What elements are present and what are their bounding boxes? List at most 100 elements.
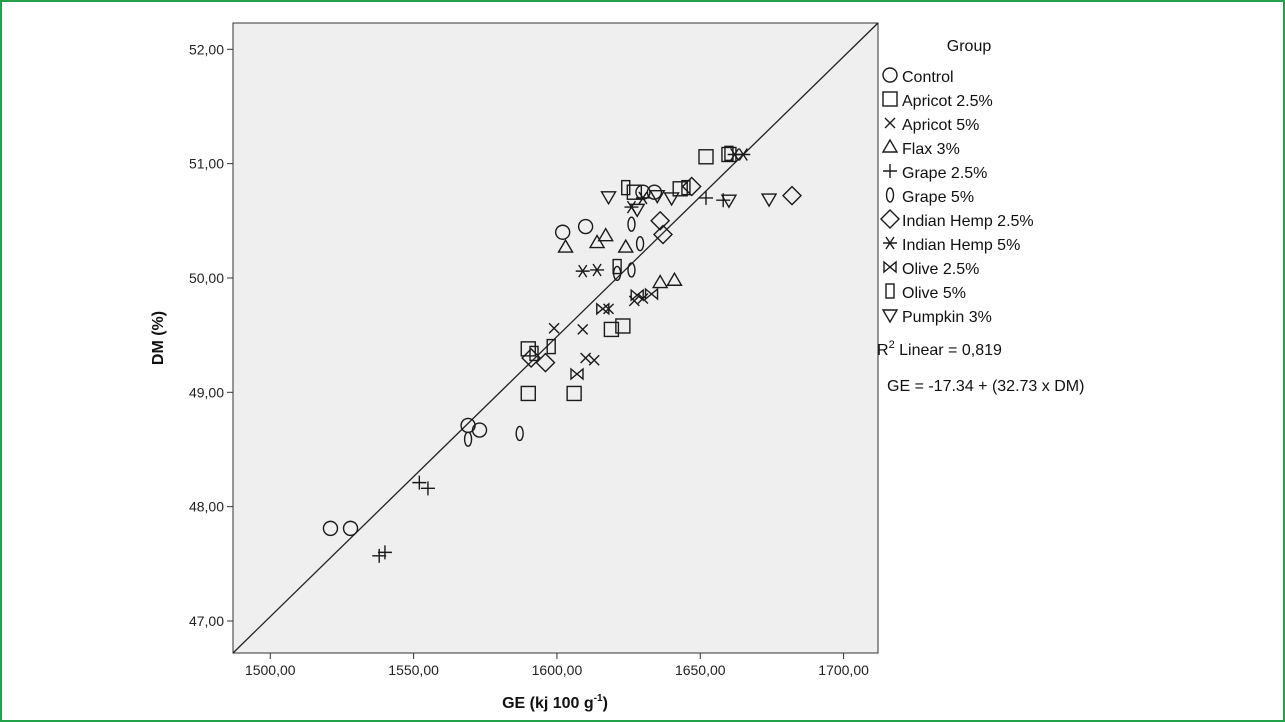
legend-marker: [882, 91, 898, 107]
data-point: [681, 176, 702, 197]
legend-marker: [884, 117, 896, 129]
data-point: [628, 203, 646, 218]
legend-entry-label: Apricot 5%: [902, 117, 979, 134]
data-point: [635, 184, 651, 200]
x-axis: 1500,00 1550,00 1600,00 1650,00 1700,00: [245, 653, 869, 678]
y-tick-label: 47,00: [189, 613, 224, 629]
data-point: [698, 149, 714, 165]
data-point: [724, 145, 734, 162]
data-point: [566, 385, 582, 402]
legend-entry-label: Indian Hemp 2.5%: [902, 213, 1034, 230]
data-point: [672, 181, 688, 197]
data-point: [617, 238, 634, 253]
data-point: [580, 352, 592, 364]
r-squared-label: R2 Linear = 0,819: [877, 339, 1002, 359]
legend-entry-label: Olive 5%: [902, 285, 966, 302]
legend-marker: [881, 138, 899, 153]
data-point: [520, 341, 536, 357]
y-tick-label: 48,00: [189, 499, 224, 515]
data-point: [577, 218, 594, 235]
data-point: [548, 322, 560, 334]
y-tick-label: 52,00: [189, 41, 224, 57]
data-point: [615, 318, 631, 334]
legend-marker: [885, 187, 895, 203]
y-tick-label: 50,00: [189, 270, 224, 286]
y-tick-label: 49,00: [189, 384, 224, 400]
legend-marker: [883, 260, 897, 274]
legend-marker: [883, 164, 897, 178]
x-tick-label: 1500,00: [245, 662, 296, 678]
data-point: [557, 238, 574, 253]
data-point: [666, 271, 683, 286]
x-tick-label: 1550,00: [388, 662, 439, 678]
data-point: [471, 422, 488, 438]
legend-entry-label: Control: [902, 69, 954, 86]
data-point: [597, 227, 614, 242]
data-point: [699, 190, 713, 205]
legend-marker: [883, 236, 897, 250]
data-point: [627, 216, 636, 232]
x-tick-label: 1600,00: [532, 662, 583, 678]
x-tick-label: 1700,00: [818, 662, 869, 678]
data-point: [621, 179, 631, 196]
y-axis-title: DM (%): [150, 311, 167, 365]
data-point: [463, 431, 473, 447]
data-point: [520, 385, 536, 402]
regression-equation: GE = -17.34 + (32.73 x DM): [887, 378, 1084, 395]
x-tick-label: 1650,00: [675, 662, 726, 678]
data-point: [554, 224, 571, 240]
data-point: [570, 367, 584, 381]
data-point: [322, 520, 339, 537]
data-point: [588, 354, 600, 366]
data-point: [521, 348, 542, 368]
data-point: [663, 192, 680, 207]
data-point: [590, 263, 605, 277]
data-point: [782, 185, 802, 206]
regression-line: [232, 22, 879, 654]
data-point: [644, 287, 659, 301]
data-point: [372, 548, 387, 563]
data-point: [535, 352, 556, 373]
data-points: [322, 145, 802, 563]
legend-marker: [880, 209, 900, 229]
data-point: [651, 274, 669, 289]
data-point: [577, 323, 589, 335]
y-axis: 47,00 48,00 49,00 50,00 51,00 52,00: [189, 41, 233, 629]
legend-marker: [882, 67, 898, 83]
legend-entry-label: Flax 3%: [902, 141, 960, 158]
legend-marker: [881, 309, 899, 324]
data-point: [546, 338, 556, 355]
data-point: [736, 148, 751, 161]
legend: Group Control Apricot 2.5% Apricot 5% Flax …: [880, 38, 1034, 326]
fit-line: [232, 22, 879, 654]
legend-entry-label: Grape 5%: [902, 189, 974, 206]
legend-entry-label: Apricot 2.5%: [902, 93, 993, 110]
data-point: [635, 191, 650, 205]
legend-entry-label: Grape 2.5%: [902, 165, 987, 182]
data-point: [588, 234, 606, 249]
data-point: [515, 425, 524, 442]
data-point: [681, 179, 691, 196]
data-point: [603, 321, 620, 338]
x-axis-title: GE (kj 100 g-1): [502, 693, 608, 712]
data-point: [342, 520, 359, 537]
data-point: [612, 258, 622, 275]
legend-entry-label: Pumpkin 3%: [902, 309, 992, 326]
legend-entry-label: Indian Hemp 5%: [902, 237, 1020, 254]
data-point: [650, 210, 671, 231]
data-point: [420, 481, 435, 496]
data-point: [627, 262, 636, 278]
legend-entry-label: Olive 2.5%: [902, 261, 979, 278]
data-point: [760, 193, 778, 208]
legend-marker: [885, 283, 895, 299]
data-point: [630, 288, 644, 302]
data-point: [635, 235, 645, 252]
data-point: [720, 194, 738, 209]
data-point: [575, 264, 590, 278]
y-tick-label: 51,00: [189, 156, 224, 172]
data-point: [412, 475, 427, 490]
data-point: [649, 189, 666, 205]
data-point: [377, 545, 392, 560]
